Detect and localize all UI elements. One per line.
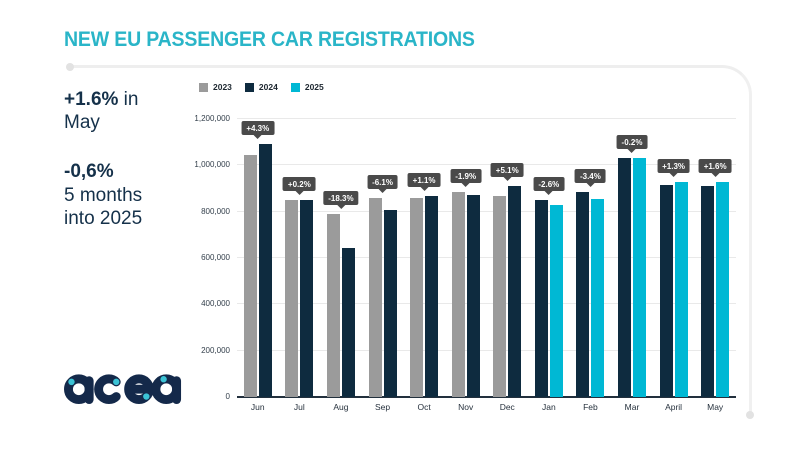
legend-label: 2024 [258, 82, 278, 92]
x-tick-label: Jun [250, 402, 265, 412]
change-badge-april: +1.3% [657, 159, 691, 174]
x-tick-label: May [707, 402, 724, 412]
bar-2024-jul [300, 199, 314, 397]
gridline [237, 164, 736, 166]
change-badge-jan: -2.6% [533, 176, 565, 191]
bar-2025-mar [632, 158, 646, 397]
y-tick-label: 200,000 [201, 345, 230, 355]
bar-2024-nov [466, 195, 480, 397]
x-tick-label: April [665, 402, 683, 412]
change-badge-nov: -1.9% [450, 168, 482, 183]
page-title: NEW EU PASSENGER CAR REGISTRATIONS [64, 28, 475, 51]
bar-2024-sep [383, 209, 397, 397]
legend-label: 2025 [304, 82, 324, 92]
x-axis-line [237, 396, 736, 398]
stat-month-change: +1.6% in May [64, 88, 158, 134]
y-tick-label: 800,000 [201, 206, 230, 216]
legend-swatch [290, 82, 300, 92]
bar-2024-jan [534, 199, 548, 397]
change-badge-oct: +1.1% [407, 173, 441, 188]
key-stats: +1.6% in May -0,6% 5 months into 2025 [64, 88, 158, 256]
gridline [237, 210, 736, 212]
month-group-feb: -3.4% Feb [570, 119, 612, 412]
acea-logo [62, 361, 184, 413]
stat-month-change-value: +1.6% [64, 89, 119, 110]
x-tick-label: Dec [499, 402, 515, 412]
x-tick-label: Nov [458, 402, 474, 412]
legend-label: 2023 [213, 82, 232, 92]
month-group-jul: +0.2% Jul [279, 119, 321, 412]
acea-logo-graphic [64, 374, 182, 405]
bar-2024-dec [508, 185, 522, 397]
bar-2024-mar [617, 157, 631, 397]
change-badge-mar: -0.2% [616, 134, 648, 149]
gridline [237, 257, 736, 258]
y-tick-label: 600,000 [201, 253, 230, 262]
bar-2024-feb [576, 192, 590, 397]
stat-ytd-change-label: 5 months into 2025 [64, 184, 143, 229]
bar-2023-aug [326, 214, 340, 397]
change-badge-jul: +0.2% [282, 176, 316, 191]
bar-groups: +4.3% Jun +0.2% Jul -18.3% Aug -6.1% Sep +1.1% Oc… [237, 119, 736, 412]
month-group-may: +1.6% May [694, 119, 736, 412]
change-badge-aug: -18.3% [323, 191, 359, 206]
month-group-sep: -6.1% Sep [362, 119, 404, 412]
change-badge-dec: +5.1% [490, 162, 524, 177]
month-group-mar: -0.2% Mar [611, 119, 653, 412]
month-group-jan: -2.6% Jan [528, 119, 570, 412]
plot-area: +4.3% Jun +0.2% Jul -18.3% Aug -6.1% Sep +1.1% Oc… [237, 118, 736, 412]
bar-2025-jan [549, 204, 563, 397]
bar-2024-jun [258, 144, 272, 397]
y-tick-label: 400,000 [201, 299, 230, 309]
bar-2025-feb [591, 199, 605, 397]
bar-2023-jul [285, 200, 299, 397]
legend-item-2024: 2024 [244, 82, 278, 92]
y-tick-label: 1,000,000 [194, 160, 230, 170]
stat-ytd-change-value: -0,6% [64, 161, 114, 183]
x-tick-label: Sep [374, 402, 391, 412]
month-group-dec: +5.1% Dec [486, 119, 528, 412]
legend-item-2025: 2025 [290, 82, 324, 92]
y-axis-labels: 0 200,000 400,000 600,000 800,000 1,000,000 1,… [140, 114, 230, 401]
y-tick-label: 1,200,000 [194, 114, 230, 123]
y-tick-label: 0 [225, 392, 230, 401]
gridline [237, 349, 736, 351]
gridline [237, 303, 736, 305]
bar-2024-oct [425, 196, 439, 397]
bar-2023-sep [368, 197, 382, 397]
x-tick-label: Mar [624, 402, 640, 412]
bar-2024-april [659, 185, 673, 397]
chart-legend: 2023 2024 2025 [199, 82, 324, 92]
change-badge-feb: -3.4% [574, 169, 606, 184]
gridline [237, 118, 736, 119]
month-group-oct: +1.1% Oct [403, 119, 445, 412]
bar-2024-may [701, 185, 715, 397]
x-tick-label: Jul [293, 402, 305, 412]
x-tick-label: Oct [417, 402, 431, 412]
change-badge-may: +1.6% [698, 159, 732, 174]
bar-2023-dec [493, 196, 507, 397]
month-group-jun: +4.3% Jun [237, 119, 279, 412]
month-group-aug: -18.3% Aug [320, 119, 362, 412]
change-badge-jun: +4.3% [241, 121, 275, 136]
bar-2023-oct [410, 198, 424, 397]
legend-swatch [199, 82, 208, 92]
month-group-april: +1.3% April [653, 119, 695, 412]
legend-item-2023: 2023 [199, 82, 232, 92]
x-tick-label: Aug [333, 402, 349, 412]
bar-2023-nov [451, 191, 465, 397]
x-tick-label: Jan [541, 402, 556, 412]
stat-month-change-label: in May [64, 89, 139, 134]
bar-2023-jun [243, 154, 257, 397]
x-tick-label: Feb [583, 402, 598, 412]
month-group-nov: -1.9% Nov [445, 119, 487, 412]
bar-2024-aug [341, 247, 355, 397]
change-badge-sep: -6.1% [367, 174, 398, 189]
legend-swatch [244, 82, 254, 92]
bar-2025-may [716, 182, 730, 397]
stat-ytd-change: -0,6% 5 months into 2025 [64, 160, 158, 230]
bar-2025-april [674, 182, 688, 397]
